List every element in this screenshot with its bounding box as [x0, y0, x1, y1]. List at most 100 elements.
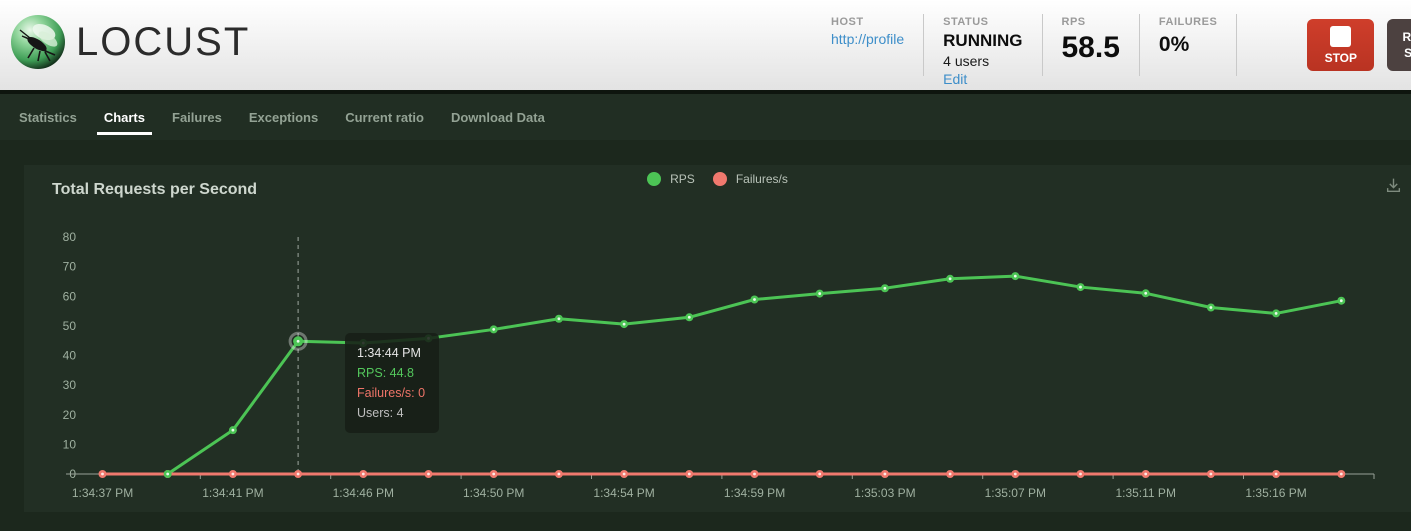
- tab-charts[interactable]: Charts: [96, 109, 153, 135]
- tab-exceptions[interactable]: Exceptions: [248, 109, 319, 125]
- failures-data-point-center: [1209, 472, 1213, 476]
- status-value: RUNNING: [943, 31, 1023, 50]
- failures-data-point-center: [492, 472, 496, 476]
- y-axis-tick-label: 20: [63, 408, 77, 422]
- failures-data-point-center: [622, 472, 626, 476]
- main-area: Total Requests per Second RPS Failures/s: [0, 140, 1411, 531]
- rps-data-point-center: [492, 328, 496, 331]
- x-axis-tick-label: 1:35:07 PM: [985, 486, 1046, 500]
- status-users: 4 users: [943, 53, 990, 69]
- failures-data-point-center: [296, 472, 300, 476]
- x-axis-tick-label: 1:34:59 PM: [724, 486, 785, 500]
- y-axis-tick-label: 10: [63, 437, 77, 451]
- rps-data-point-center: [1144, 291, 1148, 295]
- failures-data-point-center: [1013, 472, 1017, 476]
- stop-button[interactable]: STOP: [1307, 19, 1375, 71]
- failures-legend-dot-icon: [712, 172, 727, 186]
- failures-data-point-center: [1144, 472, 1148, 476]
- host-value-link: http://profile: [831, 31, 905, 47]
- header-metrics: HOST http://profile STATUS RUNNING 4 use…: [812, 0, 1411, 90]
- chart-title: Total Requests per Second: [52, 181, 258, 198]
- failures-legend-label: Failures/s: [735, 172, 788, 186]
- rps-data-point-center: [1339, 299, 1343, 303]
- failures-data-point-center: [687, 472, 691, 476]
- legend-item-rps[interactable]: RPS: [647, 172, 695, 186]
- x-axis-tick-label: 1:34:37 PM: [72, 486, 133, 500]
- rps-data-point-center: [427, 336, 430, 340]
- failures-value: 0%: [1158, 33, 1190, 56]
- rps-data-point-center: [948, 277, 952, 281]
- rps-value: 58.5: [1061, 31, 1120, 64]
- header-buttons: STOP Reset Stats: [1307, 19, 1411, 71]
- app-header: LOCUST HOST http://profile STATUS RUNNIN…: [0, 0, 1411, 90]
- rps-data-point-center: [296, 339, 300, 343]
- rps-block: RPS 58.5: [1043, 14, 1140, 76]
- rps-data-point-center: [753, 298, 756, 301]
- rps-data-point-center: [1209, 306, 1213, 309]
- failures-data-point-center: [883, 472, 887, 476]
- failures-data-point-center: [753, 472, 756, 476]
- y-axis-tick-label: 30: [63, 378, 77, 392]
- tab-failures[interactable]: Failures: [172, 109, 222, 125]
- rps-data-point-center: [361, 341, 365, 345]
- rps-line: [166, 274, 1343, 476]
- failures-data-point-center: [361, 472, 365, 476]
- failures-data-point-center: [1079, 472, 1082, 476]
- rps-data-point-center: [818, 292, 822, 295]
- y-axis-tick-label: 60: [63, 289, 77, 303]
- x-axis-tick-label: 1:34:54 PM: [593, 486, 654, 500]
- status-label: STATUS: [943, 16, 989, 28]
- failures-data-point-center: [1339, 472, 1343, 476]
- host-block: HOST http://profile: [812, 14, 925, 76]
- failures-data-point-center: [818, 472, 822, 476]
- rps-data-point-center: [231, 428, 235, 432]
- hovered-point-halo: [288, 331, 308, 351]
- logo-text: LOCUST: [76, 19, 251, 64]
- failures-data-point-center: [1274, 472, 1278, 476]
- x-axis-tick-label: 1:35:11 PM: [1115, 486, 1175, 500]
- rps-data-point-center: [622, 322, 626, 326]
- chart-panel-header: Total Requests per Second RPS Failures/s: [24, 165, 1411, 211]
- download-icon[interactable]: [1381, 173, 1405, 197]
- status-block: STATUS RUNNING 4 users Edit: [924, 14, 1043, 87]
- y-axis-tick-label: 80: [63, 230, 77, 244]
- logo: LOCUST: [10, 14, 250, 70]
- failures-block: FAILURES 0%: [1140, 14, 1238, 76]
- stop-square-icon: [1330, 25, 1352, 47]
- y-axis-tick-label: 70: [63, 260, 77, 274]
- x-axis-tick-label: 1:34:41 PM: [202, 486, 263, 500]
- chart-panel: Total Requests per Second RPS Failures/s: [24, 165, 1411, 512]
- rps-data-point-center: [557, 317, 561, 321]
- failures-data-point-center: [948, 472, 952, 476]
- tab-download-data[interactable]: Download Data: [450, 109, 545, 125]
- failures-data-point-center: [427, 472, 430, 476]
- rps-legend-label: RPS: [670, 172, 695, 186]
- rps-legend-dot-icon: [647, 172, 662, 186]
- rps-label: RPS: [1061, 16, 1086, 28]
- failures-data-point-center: [231, 472, 235, 476]
- download-arrow-icon: [1386, 178, 1400, 192]
- x-axis-tick-label: 1:35:16 PM: [1245, 486, 1306, 500]
- edit-link[interactable]: Edit: [943, 71, 968, 87]
- legend-item-failures[interactable]: Failures/s: [712, 172, 788, 186]
- rps-data-point-center: [687, 315, 691, 319]
- rps-data-point-center: [1013, 274, 1017, 278]
- x-axis-tick-label: 1:34:46 PM: [333, 486, 394, 500]
- tab-statistics[interactable]: Statistics: [19, 109, 77, 125]
- failures-label: FAILURES: [1158, 16, 1218, 28]
- y-axis-tick-label: 50: [63, 319, 77, 333]
- failures-data-point-center: [101, 472, 104, 476]
- failures-data-point-center: [557, 472, 561, 476]
- reset-stats-button[interactable]: Reset Stats: [1387, 19, 1411, 71]
- chart-legend: RPS Failures/s: [24, 172, 1411, 186]
- rps-data-point-center: [166, 472, 170, 476]
- rps-data-point-center: [1274, 312, 1278, 315]
- nav-bar: Statistics Charts Failures Exceptions Cu…: [0, 90, 1411, 140]
- x-axis-tick-label: 1:34:50 PM: [463, 486, 524, 500]
- locust-logo-icon: [11, 15, 65, 69]
- tab-current-ratio[interactable]: Current ratio: [345, 109, 424, 125]
- host-label: HOST: [831, 16, 864, 28]
- x-axis-tick-label: 1:35:03 PM: [854, 486, 915, 500]
